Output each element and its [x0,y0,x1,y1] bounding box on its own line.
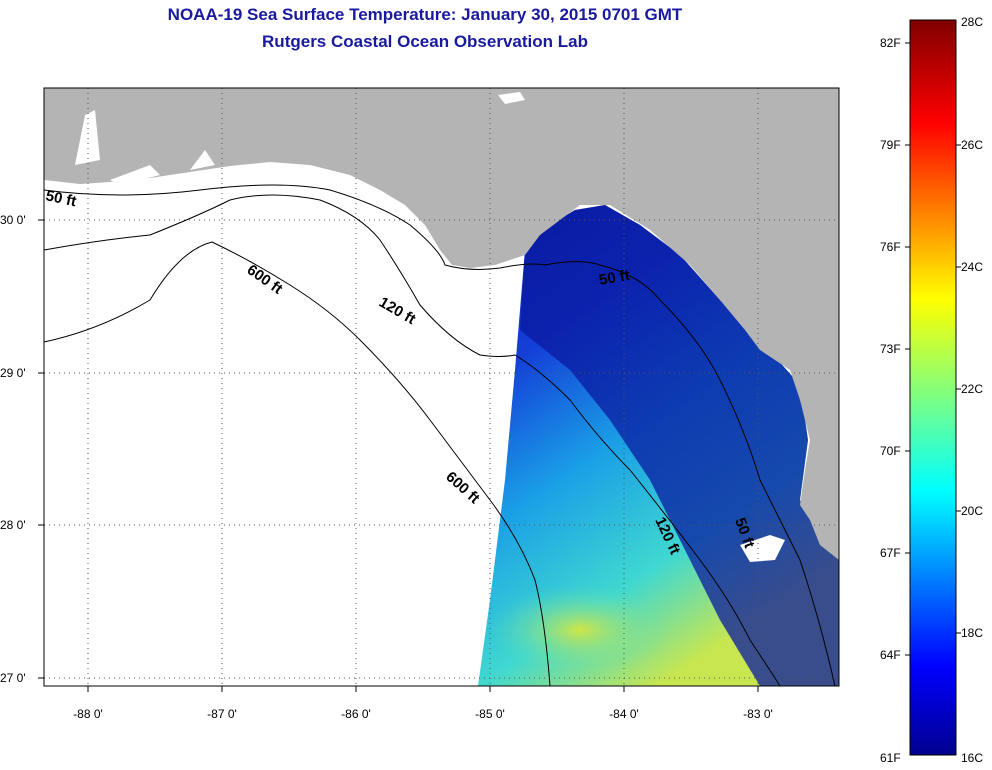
tampa-bay [740,535,785,562]
lon-label-86: -86 0' [341,707,371,721]
colorbar: 82F 79F 76F 73F 70F 67F 64F 61F 28C 26C … [880,15,983,765]
colorbar-f-67: 67F [880,546,901,560]
mobile-bay [75,110,100,165]
colorbar-c-16: 16C [961,751,983,765]
inland-water [110,165,160,185]
lon-label-84: -84 0' [609,707,639,721]
lon-label-87: -87 0' [207,707,237,721]
colorbar-c-26: 26C [961,138,983,152]
colorbar-c-28: 28C [961,15,983,29]
lon-label-83: -83 0' [743,707,773,721]
inland-water-2 [190,150,215,170]
contour-120ft [44,194,781,686]
axis-ticks [38,219,759,692]
colorbar-f-73: 73F [880,342,901,356]
colorbar-c-24: 24C [961,260,983,274]
contour-label-50ft-bigbend: 50 ft [598,267,631,289]
contour-50ft [44,184,836,686]
lat-label-29: 29 0' [0,366,26,380]
contour-label-50ft-west: 50 ft [44,187,78,210]
colorbar-f-82: 82F [880,36,901,50]
colorbar-gradient [909,19,957,756]
colorbar-f-76: 76F [880,240,901,254]
lat-label-28: 28 0' [0,518,26,532]
depth-contours [44,184,836,686]
map-plot-area [44,88,839,686]
colorbar-f-61: 61F [880,751,901,765]
land-mass [44,88,839,560]
colorbar-c-18: 18C [961,626,983,640]
colorbar-f-79: 79F [880,138,901,152]
map-title: NOAA-19 Sea Surface Temperature: January… [167,5,683,24]
map-frame [43,87,840,687]
lon-label-88: -88 0' [73,707,103,721]
colorbar-c-22: 22C [961,382,983,396]
lat-label-30: 30 0' [0,213,26,227]
colorbar-f-64: 64F [880,648,901,662]
colorbar-f-70: 70F [880,444,901,458]
lon-label-85: -85 0' [475,707,505,721]
contour-600ft [44,241,551,686]
lake-inlet [498,92,525,104]
map-subtitle: Rutgers Coastal Ocean Observation Lab [262,32,588,51]
sst-cold-region [520,205,839,686]
lat-label-27: 27 0' [0,671,26,685]
colorbar-c-20: 20C [961,504,983,518]
